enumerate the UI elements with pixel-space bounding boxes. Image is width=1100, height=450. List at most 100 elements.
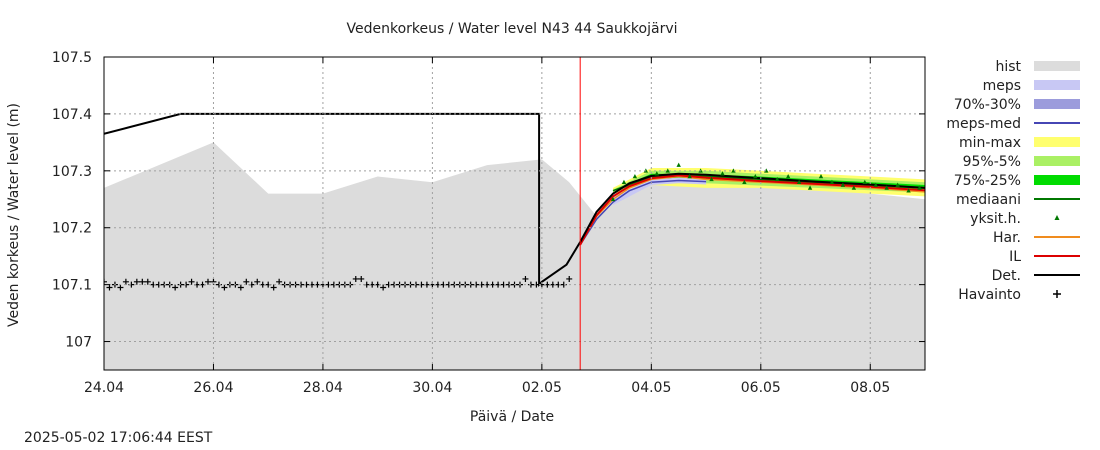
il-line (579, 174, 925, 246)
ensemble-point (884, 185, 889, 190)
observation-point (204, 278, 211, 285)
plot-series-group (104, 112, 925, 370)
legend-swatch (1034, 175, 1080, 185)
ensemble-point (851, 185, 857, 190)
observation-point (172, 284, 179, 291)
legend-label: mediaani (956, 192, 1021, 208)
legend-swatch (1034, 80, 1080, 90)
legend: hist meps 70%-30% meps-med min-max 95%-5% 75%-… (946, 59, 1080, 303)
ensemble-point (775, 176, 780, 182)
observation-point (104, 278, 107, 285)
meps-band (613, 177, 707, 205)
legend-label: meps-med (946, 116, 1021, 132)
observation-point (566, 275, 573, 282)
legend-item-il: IL (1009, 249, 1080, 265)
legend-item-hist: hist (995, 59, 1080, 75)
ensemble-point (906, 188, 911, 193)
observation-point (188, 278, 195, 285)
observation-point (276, 278, 283, 285)
legend-label: 70%-30% (954, 97, 1021, 113)
legend-label: Det. (992, 268, 1021, 284)
x-tick-label: 06.05 (741, 380, 781, 396)
x-tick-label: 26.04 (193, 380, 233, 396)
legend-label: yksit.h. (970, 211, 1021, 227)
ensemble-point (818, 174, 824, 179)
observation-point (139, 278, 146, 285)
x-tick-label: 28.04 (303, 380, 343, 396)
observation-point (133, 278, 140, 285)
observation-point (358, 275, 365, 282)
observation-point (144, 278, 151, 285)
y-axis-label: Veden korkeus / Water level (m) (6, 103, 22, 327)
y-tick-label: 107.3 (52, 164, 92, 180)
legend-label: 75%-25% (954, 173, 1021, 189)
observation-point (243, 278, 250, 285)
ensemble-point (720, 171, 725, 176)
ensemble-point (676, 162, 681, 167)
timestamp: 2025-05-02 17:06:44 EEST (24, 430, 213, 446)
legend-swatch (1034, 99, 1080, 109)
legend-item-mepsmed: meps-med (946, 116, 1080, 132)
legend-swatch (1034, 61, 1080, 71)
legend-label: min-max (959, 135, 1021, 151)
x-tick-label: 08.05 (850, 380, 890, 396)
legend-label: Har. (993, 230, 1021, 246)
har--line (579, 175, 925, 246)
legend-label: 95%-5% (963, 154, 1021, 170)
x-axis-label: Päivä / Date (470, 409, 554, 425)
x-tick-label: 02.05 (522, 380, 562, 396)
x-tick-label: 24.04 (84, 380, 124, 396)
legend-item-minmax: min-max (959, 135, 1080, 151)
meps-med-line (579, 179, 707, 246)
ensemble-point (687, 174, 692, 179)
ensemble-point (807, 185, 813, 190)
ensemble-point (621, 179, 627, 184)
observation-point (122, 278, 129, 285)
observation-point (270, 284, 277, 291)
ensemble-point (709, 176, 714, 182)
x-tick-label: 30.04 (412, 380, 452, 396)
ensemble-point (862, 179, 867, 184)
ensemble-point (895, 182, 900, 187)
hist-area (104, 142, 925, 370)
ensemble-point (610, 196, 616, 202)
observation-point (522, 275, 529, 282)
legend-item-yksit: yksit.h. (970, 211, 1060, 227)
ensemble-point (917, 185, 922, 190)
observation-point (380, 284, 387, 291)
ensemble-point (753, 174, 758, 179)
observation-point (352, 275, 359, 282)
legend-item-har: Har. (993, 230, 1080, 246)
chart-title: Vedenkorkeus / Water level N43 44 Saukko… (346, 21, 677, 37)
y-tick-label: 107.5 (52, 50, 92, 66)
ensemble-point (654, 171, 660, 176)
y-tick-label: 107.4 (52, 107, 92, 123)
legend-item-havainto: Havainto (958, 287, 1061, 303)
legend-item-median: mediaani (956, 192, 1080, 208)
observation-point (237, 284, 244, 291)
ensemble-point (840, 182, 846, 187)
ensemble-point (742, 179, 747, 184)
plot-area: 107 107.1 107.2 107.3 107.4 107.5 24.04 26.04 28… (52, 50, 926, 396)
legend-item-det: Det. (992, 268, 1080, 284)
legend-swatch (1034, 156, 1080, 166)
y-tick-label: 107 (65, 335, 92, 351)
legend-swatch (1053, 290, 1061, 298)
ensemble-point (731, 168, 736, 173)
ensemble-point (873, 182, 878, 187)
legend-label: IL (1009, 249, 1021, 265)
legend-swatch (1034, 137, 1080, 147)
legend-item-meps7030: 70%-30% (954, 97, 1080, 113)
x-tick-label: 04.05 (631, 380, 671, 396)
ensemble-point (764, 168, 769, 173)
ensemble-point (785, 174, 791, 179)
legend-label: Havainto (958, 287, 1021, 303)
legend-label: meps (983, 78, 1021, 94)
observation-point (254, 278, 261, 285)
ensemble-point (796, 179, 802, 184)
legend-item-meps: meps (983, 78, 1080, 94)
observation-point (221, 284, 228, 291)
legend-swatch (1054, 215, 1060, 220)
legend-item-p955: 95%-5% (963, 154, 1080, 170)
